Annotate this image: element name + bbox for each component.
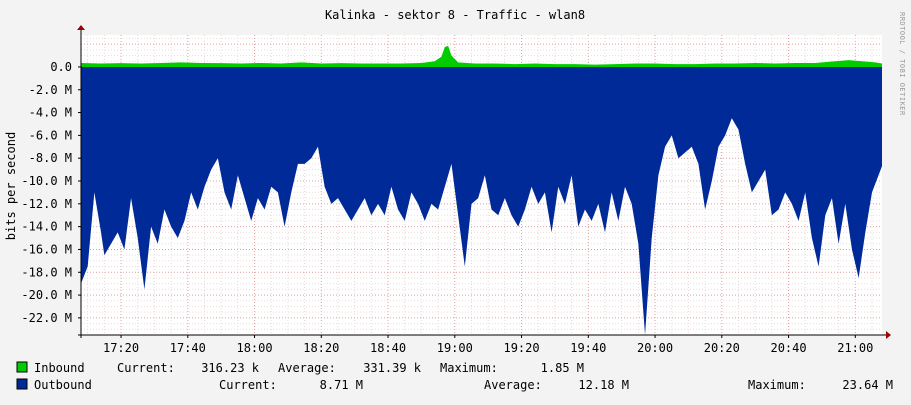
- x-tick-label: 19:20: [503, 341, 539, 355]
- y-tick-label: -12.0 M: [21, 197, 72, 211]
- y-tick-label: -16.0 M: [21, 242, 72, 256]
- area-inbound: [81, 45, 882, 67]
- y-tick-label: -2.0 M: [29, 83, 72, 97]
- y-tick-label: -18.0 M: [21, 265, 72, 279]
- x-tick-label: 21:00: [837, 341, 873, 355]
- legend-outbound-average: 12.18 M: [578, 378, 629, 392]
- legend-outbound-current-label: Current:: [219, 378, 277, 392]
- legend-swatch-outbound: [16, 378, 28, 390]
- legend-inbound-current-label: Current:: [117, 361, 175, 375]
- y-axis-label: bits per second: [4, 132, 18, 240]
- y-axis-arrow: [77, 25, 85, 30]
- legend-inbound-maximum-label: Maximum:: [440, 361, 498, 375]
- y-tick-label: -10.0 M: [21, 174, 72, 188]
- rrdtool-credit: RRDTOOL / TOBI OETIKER: [898, 12, 906, 116]
- legend-outbound-current: 8.71 M: [320, 378, 363, 392]
- y-tick-label: -22.0 M: [21, 311, 72, 325]
- legend-inbound-current: 316.23 k: [201, 361, 260, 375]
- legend-outbound-name: Outbound: [34, 378, 92, 392]
- area-outbound: [81, 66, 882, 336]
- x-tick-label: 18:40: [370, 341, 406, 355]
- x-tick-label: 17:40: [170, 341, 206, 355]
- data-areas: [81, 45, 882, 336]
- legend-inbound-average-label: Average:: [278, 361, 336, 375]
- x-tick-label: 20:00: [637, 341, 673, 355]
- y-tick-label: -8.0 M: [29, 151, 72, 165]
- x-tick-label: 18:20: [303, 341, 339, 355]
- x-tick-label: 20:40: [770, 341, 806, 355]
- y-tick-label: -6.0 M: [29, 128, 72, 142]
- x-tick-labels: 17:20 17:40 18:00 18:20 18:40 19:00 19:20 19:40…: [103, 335, 873, 355]
- legend-inbound-average: 331.39 k: [363, 361, 422, 375]
- chart-title: Kalinka - sektor 8 - Traffic - wlan8: [325, 8, 585, 22]
- legend-inbound-maximum: 1.85 M: [541, 361, 584, 375]
- y-tick-label: 0.0: [50, 60, 72, 74]
- legend-swatch-inbound: [16, 361, 28, 373]
- x-tick-label: 17:20: [103, 341, 139, 355]
- x-axis-arrow: [886, 331, 891, 339]
- legend-outbound-maximum: 23.64 M: [842, 378, 893, 392]
- legend-outbound-maximum-label: Maximum:: [748, 378, 806, 392]
- x-tick-label: 19:00: [437, 341, 473, 355]
- x-tick-label: 18:00: [236, 341, 272, 355]
- legend-inbound-name: Inbound: [34, 361, 85, 375]
- y-tick-labels: 0.0 -2.0 M -4.0 M -6.0 M -8.0 M -10.0 M -12.0 …: [21, 60, 81, 325]
- y-tick-label: -14.0 M: [21, 220, 72, 234]
- y-tick-label: -4.0 M: [29, 106, 72, 120]
- legend-outbound-average-label: Average:: [484, 378, 542, 392]
- y-tick-label: -20.0 M: [21, 288, 72, 302]
- x-tick-label: 20:20: [704, 341, 740, 355]
- x-tick-label: 19:40: [570, 341, 606, 355]
- axes: [77, 25, 891, 339]
